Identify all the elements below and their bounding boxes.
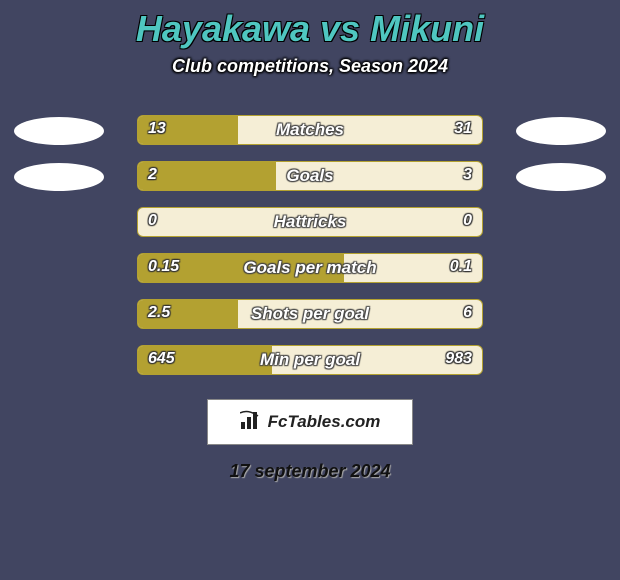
stat-row: 2Goals3	[0, 157, 620, 203]
stat-label: Matches	[138, 120, 482, 140]
stat-row: 0Hattricks0	[0, 203, 620, 249]
stat-bar: 13Matches31	[137, 115, 483, 145]
stat-label: Goals per match	[138, 258, 482, 278]
bar-chart-icon	[240, 410, 262, 435]
stat-bar: 0Hattricks0	[137, 207, 483, 237]
stats-container: 13Matches31 2Goals3 0Hattricks0 0.15Goals p…	[0, 111, 620, 387]
player-badge-right	[516, 163, 606, 191]
footer-date: 17 september 2024	[0, 461, 620, 482]
player-badge-left	[14, 117, 104, 145]
stat-bar: 0.15Goals per match0.1	[137, 253, 483, 283]
page-title: Hayakawa vs Mikuni	[0, 0, 620, 56]
brand-text: FcTables.com	[268, 412, 381, 432]
stat-value-right: 983	[445, 350, 472, 368]
stat-value-right: 31	[454, 120, 472, 138]
stat-label: Goals	[138, 166, 482, 186]
stat-bar: 2Goals3	[137, 161, 483, 191]
stat-value-right: 0	[463, 212, 472, 230]
subtitle: Club competitions, Season 2024	[0, 56, 620, 77]
player-badge-left	[14, 163, 104, 191]
stat-value-right: 6	[463, 304, 472, 322]
stat-bar: 645Min per goal983	[137, 345, 483, 375]
stat-bar: 2.5Shots per goal6	[137, 299, 483, 329]
stat-label: Min per goal	[138, 350, 482, 370]
stat-row: 2.5Shots per goal6	[0, 295, 620, 341]
comparison-card: Hayakawa vs Mikuni Club competitions, Se…	[0, 0, 620, 580]
stat-row: 13Matches31	[0, 111, 620, 157]
stat-value-right: 3	[463, 166, 472, 184]
stat-label: Shots per goal	[138, 304, 482, 324]
stat-row: 0.15Goals per match0.1	[0, 249, 620, 295]
stat-row: 645Min per goal983	[0, 341, 620, 387]
player-badge-right	[516, 117, 606, 145]
brand-badge[interactable]: FcTables.com	[207, 399, 413, 445]
stat-value-right: 0.1	[450, 258, 472, 276]
stat-label: Hattricks	[138, 212, 482, 232]
